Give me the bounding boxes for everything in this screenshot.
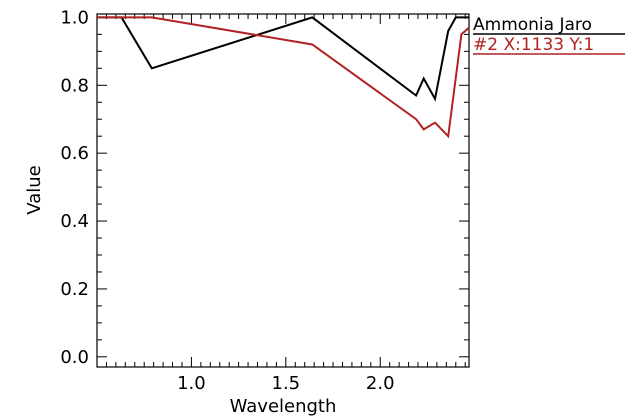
x-tick-label: 1.5 [272, 373, 301, 394]
series-layer [97, 16, 470, 139]
legend-label: Ammonia Jaro [473, 15, 592, 35]
y-tick-label: 0.8 [60, 75, 89, 96]
y-tick-label: 0.6 [60, 143, 89, 164]
y-tick-label: 0.4 [60, 211, 89, 232]
y-tick-label: 0.2 [60, 279, 89, 300]
y-tick-label: 0.0 [60, 347, 89, 368]
y-tick-label: 1.0 [60, 7, 89, 28]
x-tick-label: 1.0 [177, 373, 206, 394]
y-axis-title: Value [24, 165, 45, 214]
plot-area [96, 13, 470, 368]
legend-label: #2 X:1133 Y:1 [473, 35, 594, 55]
x-axis: 1.0 1.5 2.0 [96, 14, 466, 394]
x-tick-label: 2.0 [366, 373, 395, 394]
legend: Ammonia Jaro#2 X:1133 Y:1 [473, 15, 625, 55]
y-axis: 0.0 0.2 0.4 0.6 0.8 1.0 [60, 7, 469, 368]
series-line-1 [97, 16, 469, 102]
x-axis-title: Wavelength [230, 396, 337, 417]
series-line-2 [97, 16, 470, 139]
